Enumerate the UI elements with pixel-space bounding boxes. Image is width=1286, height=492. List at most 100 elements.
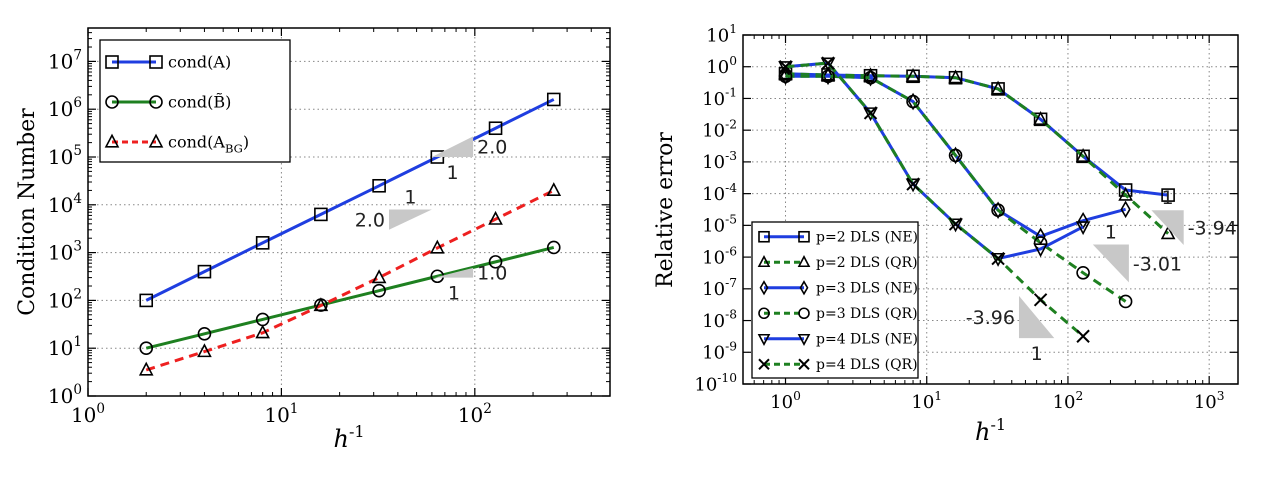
data-point [948, 218, 963, 233]
legend-label: cond(ABG) [168, 133, 249, 156]
legend-label: cond(B̃) [168, 93, 231, 112]
x-tick-label: 103 [1194, 389, 1225, 413]
data-point [546, 92, 561, 107]
data-point [1118, 294, 1133, 309]
data-point [139, 293, 154, 308]
legend-label: p=3 DLS (NE) [816, 281, 918, 297]
data-point [759, 280, 769, 296]
data-point [197, 327, 212, 341]
series-line [145, 189, 555, 372]
data-point [1075, 221, 1091, 236]
data-point [992, 201, 1004, 220]
slope-triangle-shape [1092, 244, 1129, 283]
data-point [1033, 111, 1048, 125]
data-point [1033, 293, 1048, 307]
x-tick-label: 102 [1053, 389, 1084, 413]
data-point [757, 255, 771, 268]
data-point [371, 269, 387, 284]
slope-label: -3.94 [1188, 218, 1237, 240]
data-point [139, 341, 154, 356]
data-point [255, 236, 270, 250]
slope-label: 2.0 [355, 210, 385, 232]
slope-triangle: 1.01 [434, 263, 507, 305]
y-tick-label: 10-9 [702, 339, 737, 363]
data-point [488, 121, 503, 136]
data-point [948, 217, 963, 231]
y-tick-label: 105 [48, 143, 82, 169]
data-point [758, 358, 770, 370]
x-tick-label: 102 [458, 401, 492, 427]
data-point [105, 95, 119, 109]
data-point [255, 324, 270, 339]
data-point [863, 106, 878, 120]
series-line [785, 72, 1169, 197]
legend-label: p=2 DLS (QR) [816, 255, 918, 271]
data-point [906, 177, 920, 191]
data-point [865, 68, 876, 87]
y-axis-label: Condition Number [15, 108, 40, 316]
y-tick-label: 10-6 [702, 244, 737, 268]
data-point [780, 67, 791, 86]
y-tick-label: 104 [48, 191, 82, 217]
series-line [785, 74, 1127, 303]
legend-box [751, 221, 919, 379]
data-point [314, 207, 328, 222]
series [139, 240, 561, 356]
data-point [778, 69, 793, 84]
data-point [948, 69, 963, 84]
slope-triangle-shape [1151, 210, 1184, 246]
data-point [546, 240, 561, 255]
series-line [145, 246, 555, 350]
data-point [758, 230, 770, 243]
x-tick-label: 100 [770, 389, 801, 413]
y-tick-label: 10-8 [702, 308, 737, 332]
y-tick-label: 101 [706, 22, 737, 46]
data-point [798, 230, 810, 243]
run-label: 1 [404, 186, 416, 208]
chart-2: 100 101 102 103 10-10 10-9 10-8 10-7 10-6 10-5 10-… [653, 22, 1239, 446]
slope-triangle: -3.96 1 [966, 295, 1055, 365]
data-point [863, 107, 878, 122]
data-point [1161, 188, 1175, 202]
data-point [138, 361, 154, 376]
x-tick-label: 101 [264, 401, 298, 427]
slope-triangle: 2.01 [355, 186, 432, 232]
data-point [905, 178, 921, 193]
data-point [1118, 186, 1133, 201]
data-point [799, 280, 809, 296]
data-point [1033, 243, 1048, 258]
data-point [798, 358, 810, 370]
data-point [797, 255, 811, 268]
ticks: 100 101 102 100 101 102 103 104 105 106 107 [48, 27, 611, 427]
y-tick-label: 100 [48, 382, 82, 408]
legend-label: p=4 DLS (QR) [816, 357, 918, 373]
data-point [990, 80, 1006, 95]
data-point [822, 67, 834, 86]
run-label: 1 [1031, 343, 1043, 365]
slope-triangle-shape [1018, 295, 1055, 339]
data-point [104, 133, 120, 148]
legend-label: p=4 DLS (NE) [816, 332, 918, 348]
slope-label: 1.0 [477, 263, 507, 285]
slope-triangle-shape [431, 136, 474, 158]
data-point [906, 94, 920, 109]
y-tick-label: 10-10 [694, 371, 737, 395]
data-point [1120, 200, 1131, 219]
data-point [991, 251, 1005, 266]
series [139, 92, 561, 308]
data-point [488, 210, 503, 225]
y-tick-label: 10-3 [702, 149, 737, 173]
chart-1: 100 101 102 100 101 102 103 104 105 106 107 Conditi… [15, 27, 611, 453]
plot-frame [742, 34, 1239, 385]
data-point [313, 297, 329, 312]
y-tick-label: 103 [48, 239, 82, 265]
data-point [863, 70, 878, 85]
data-point [372, 178, 386, 193]
slope-triangle: 2.01 [431, 136, 507, 184]
data-point [372, 283, 386, 298]
legend-label: p=3 DLS (QR) [816, 306, 918, 322]
plot-frame [87, 27, 611, 397]
data-point [1075, 148, 1091, 162]
y-tick-label: 102 [48, 286, 82, 312]
